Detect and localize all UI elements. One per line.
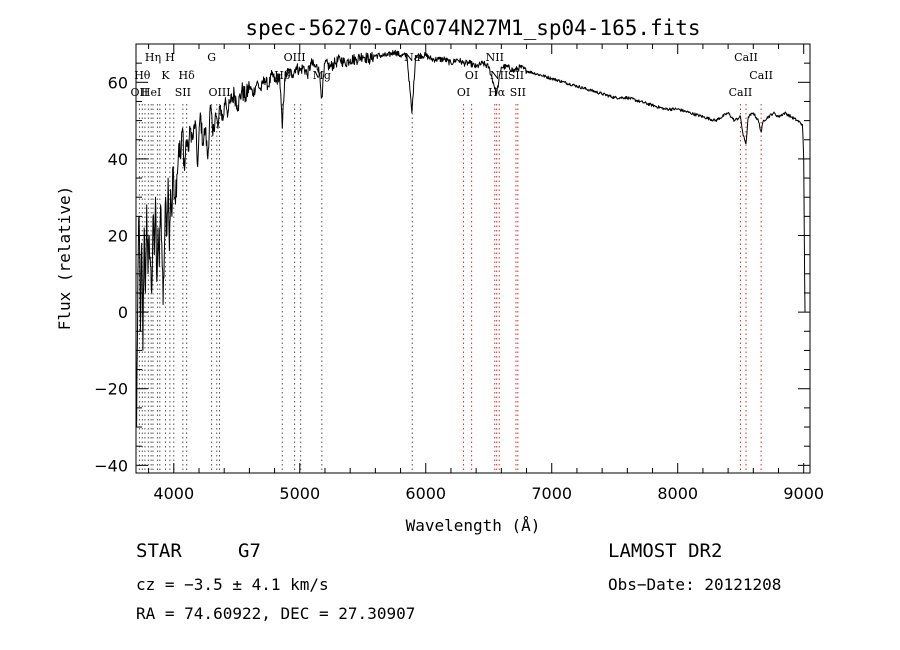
spectral-line-label: SII: [175, 86, 191, 99]
spectral-line-label: Hα: [488, 86, 506, 99]
y-tick-label: 20: [108, 227, 128, 246]
x-tick-label: 6000: [405, 484, 446, 503]
spectrum-line: [136, 49, 806, 428]
x-tick-label: 7000: [531, 484, 572, 503]
y-tick-label: 0: [118, 303, 128, 322]
spectral-line-label: CaII: [734, 51, 758, 64]
spectral-line-markers: [138, 104, 762, 473]
y-tick-label: 40: [108, 150, 128, 169]
object-subclass: G7: [238, 540, 261, 562]
x-tick-label: 4000: [153, 484, 194, 503]
y-tick-label: −40: [94, 456, 128, 475]
spectral-line-label: OI: [457, 86, 470, 99]
spectral-line-label: HeI: [141, 86, 161, 99]
spectral-line-label: K: [161, 69, 170, 82]
spectral-line-label: NII: [486, 51, 504, 64]
redshift-label: cz = −3.5 ± 4.1 km/s: [136, 575, 329, 594]
x-tick-label: 8000: [657, 484, 698, 503]
x-tick-label: 9000: [783, 484, 824, 503]
spectral-line-label: OIII: [208, 86, 230, 99]
spectral-line-label: Mg: [313, 69, 331, 82]
spectral-line-label: Hη: [145, 51, 161, 64]
spectral-line-label: CaII: [749, 69, 773, 82]
object-type: STAR: [136, 540, 182, 562]
spectrum-series: [136, 49, 806, 428]
spectral-line-label: H: [165, 51, 175, 64]
spectral-line-label: CaII: [729, 86, 753, 99]
y-axis-label: Flux (relative): [55, 186, 74, 331]
chart-title: spec-56270-GAC074N27M1_sp04-165.fits: [245, 16, 700, 40]
spectral-line-label: Na: [404, 51, 421, 64]
survey-name: LAMOST DR2: [608, 540, 723, 562]
spectral-line-label: NII: [490, 69, 508, 82]
spectral-line-label: Hβ: [274, 69, 290, 82]
spectral-line-label: OIII: [284, 51, 306, 64]
obs-date-label: Obs−Date: 20121208: [608, 575, 782, 594]
axis-ticks: 4000 5000 6000 7000 8000 9000 −40 −20 0 20 40 60: [94, 44, 824, 503]
x-axis-label: Wavelength (Å): [406, 516, 541, 535]
x-tick-label: 5000: [279, 484, 320, 503]
y-tick-label: 60: [108, 73, 128, 92]
coordinates-label: RA = 74.60922, DEC = 27.30907: [136, 604, 416, 623]
spectral-line-label: SII: [510, 86, 526, 99]
spectral-line-label: SII: [508, 69, 524, 82]
spectral-line-label: Hδ: [179, 69, 196, 82]
plot-frame: [135, 43, 811, 474]
y-tick-label: −20: [94, 380, 128, 399]
spectral-line-label: Hθ: [134, 69, 151, 82]
spectral-line-label: OII: [131, 86, 149, 99]
spectral-line-label: G: [207, 51, 216, 64]
spectral-line-label: OI: [465, 69, 478, 82]
